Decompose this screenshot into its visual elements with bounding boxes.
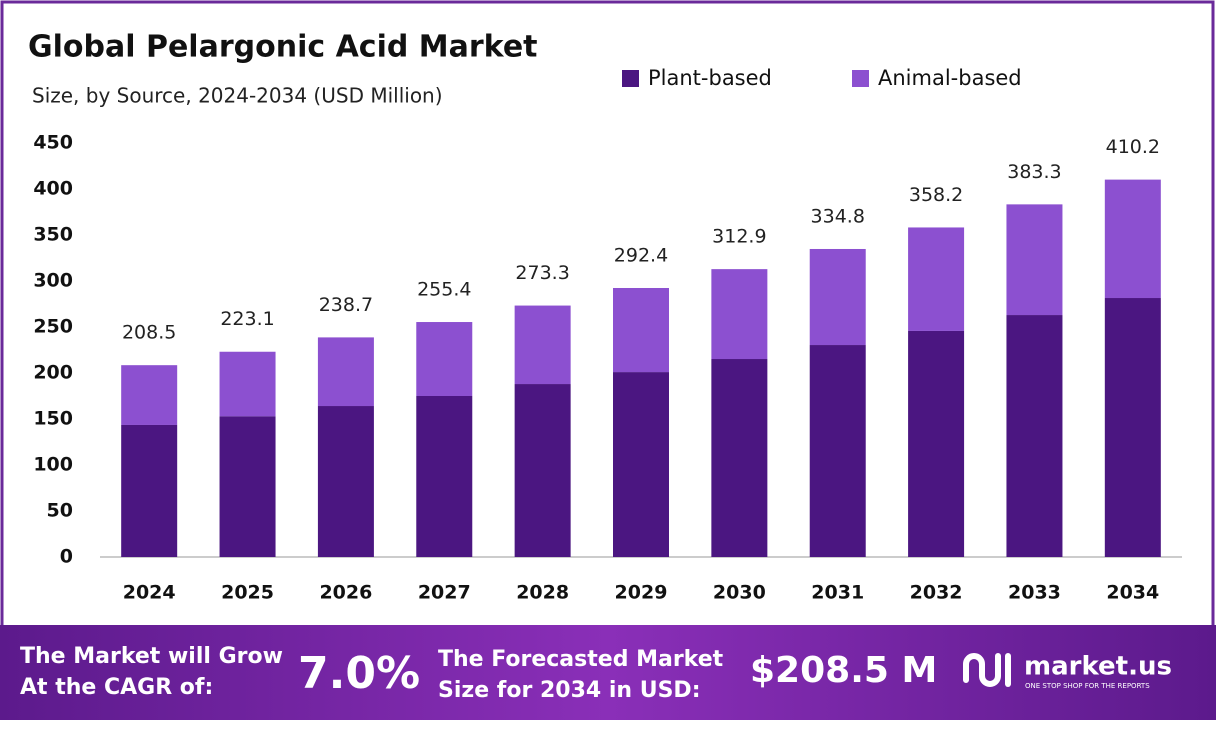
x-tick-label: 2029 xyxy=(615,582,668,604)
bar-segment xyxy=(416,396,473,557)
total-label: 238.7 xyxy=(319,294,373,316)
forecast-text: Size for 2034 in USD: xyxy=(438,678,701,703)
y-tick-label: 350 xyxy=(33,224,73,246)
y-tick-label: 150 xyxy=(33,408,73,430)
bar-segment xyxy=(1104,179,1161,299)
bar-segment xyxy=(416,322,473,396)
y-tick-label: 0 xyxy=(60,546,73,568)
chart-subtitle: Size, by Source, 2024-2034 (USD Million) xyxy=(32,84,443,108)
bar-segment xyxy=(219,351,276,417)
total-label: 255.4 xyxy=(417,279,471,301)
y-tick-label: 50 xyxy=(47,500,73,522)
x-tick-label: 2027 xyxy=(418,582,471,604)
legend-swatch xyxy=(852,70,869,87)
total-label: 383.3 xyxy=(1007,161,1061,183)
bar-segment xyxy=(711,269,768,360)
bar-segment xyxy=(121,365,178,425)
x-tick-label: 2030 xyxy=(713,582,766,604)
x-tick-label: 2033 xyxy=(1008,582,1061,604)
bar-segment xyxy=(1104,298,1161,557)
cagr-text: At the CAGR of: xyxy=(20,675,213,700)
cagr-value: 7.0% xyxy=(298,648,420,699)
bar-segment xyxy=(809,345,866,557)
bar-segment xyxy=(908,227,965,331)
total-label: 358.2 xyxy=(909,184,963,206)
bar-segment xyxy=(908,330,965,557)
legend-label: Plant-based xyxy=(648,66,772,90)
bar-segment xyxy=(1006,204,1063,316)
bar-segment xyxy=(1006,315,1063,557)
brand-logo xyxy=(963,653,1011,687)
forecast-value: $208.5 M xyxy=(750,650,937,691)
x-tick-label: 2031 xyxy=(811,582,864,604)
bar-segment xyxy=(317,406,374,557)
bar-segment xyxy=(514,305,571,385)
y-tick-label: 250 xyxy=(33,316,73,338)
total-label: 208.5 xyxy=(122,322,176,344)
total-label: 312.9 xyxy=(712,226,766,248)
total-label: 273.3 xyxy=(515,262,569,284)
total-label: 223.1 xyxy=(220,308,274,330)
total-label: 292.4 xyxy=(614,244,668,266)
footer-banner xyxy=(0,625,1216,720)
legend-swatch xyxy=(622,70,639,87)
bar-segment xyxy=(809,248,866,346)
x-tick-label: 2032 xyxy=(910,582,963,604)
y-tick-label: 450 xyxy=(33,132,73,154)
x-tick-label: 2034 xyxy=(1106,582,1159,604)
bar-segment xyxy=(514,384,571,557)
y-tick-label: 300 xyxy=(33,270,73,292)
x-tick-label: 2025 xyxy=(221,582,274,604)
total-label: 410.2 xyxy=(1106,136,1160,158)
x-tick-label: 2026 xyxy=(319,582,372,604)
cagr-text: The Market will Grow xyxy=(20,644,283,669)
y-tick-label: 400 xyxy=(33,178,73,200)
y-tick-label: 100 xyxy=(33,454,73,476)
chart-title: Global Pelargonic Acid Market xyxy=(28,30,538,65)
x-tick-label: 2024 xyxy=(123,582,176,604)
bar-segment xyxy=(317,337,374,407)
bar-segment xyxy=(219,416,276,557)
brand: market.us xyxy=(1024,652,1172,682)
legend-label: Animal-based xyxy=(878,66,1022,90)
bar-segment xyxy=(613,287,669,373)
x-tick-label: 2028 xyxy=(516,582,569,604)
bar-segment xyxy=(121,424,178,557)
total-label: 334.8 xyxy=(811,205,865,227)
bar-segment xyxy=(711,359,768,557)
forecast-text: The Forecasted Market xyxy=(438,647,724,672)
bar-segment xyxy=(613,372,669,557)
brand-tagline: ONE STOP SHOP FOR THE REPORTS xyxy=(1025,682,1150,690)
y-tick-label: 200 xyxy=(33,362,73,384)
